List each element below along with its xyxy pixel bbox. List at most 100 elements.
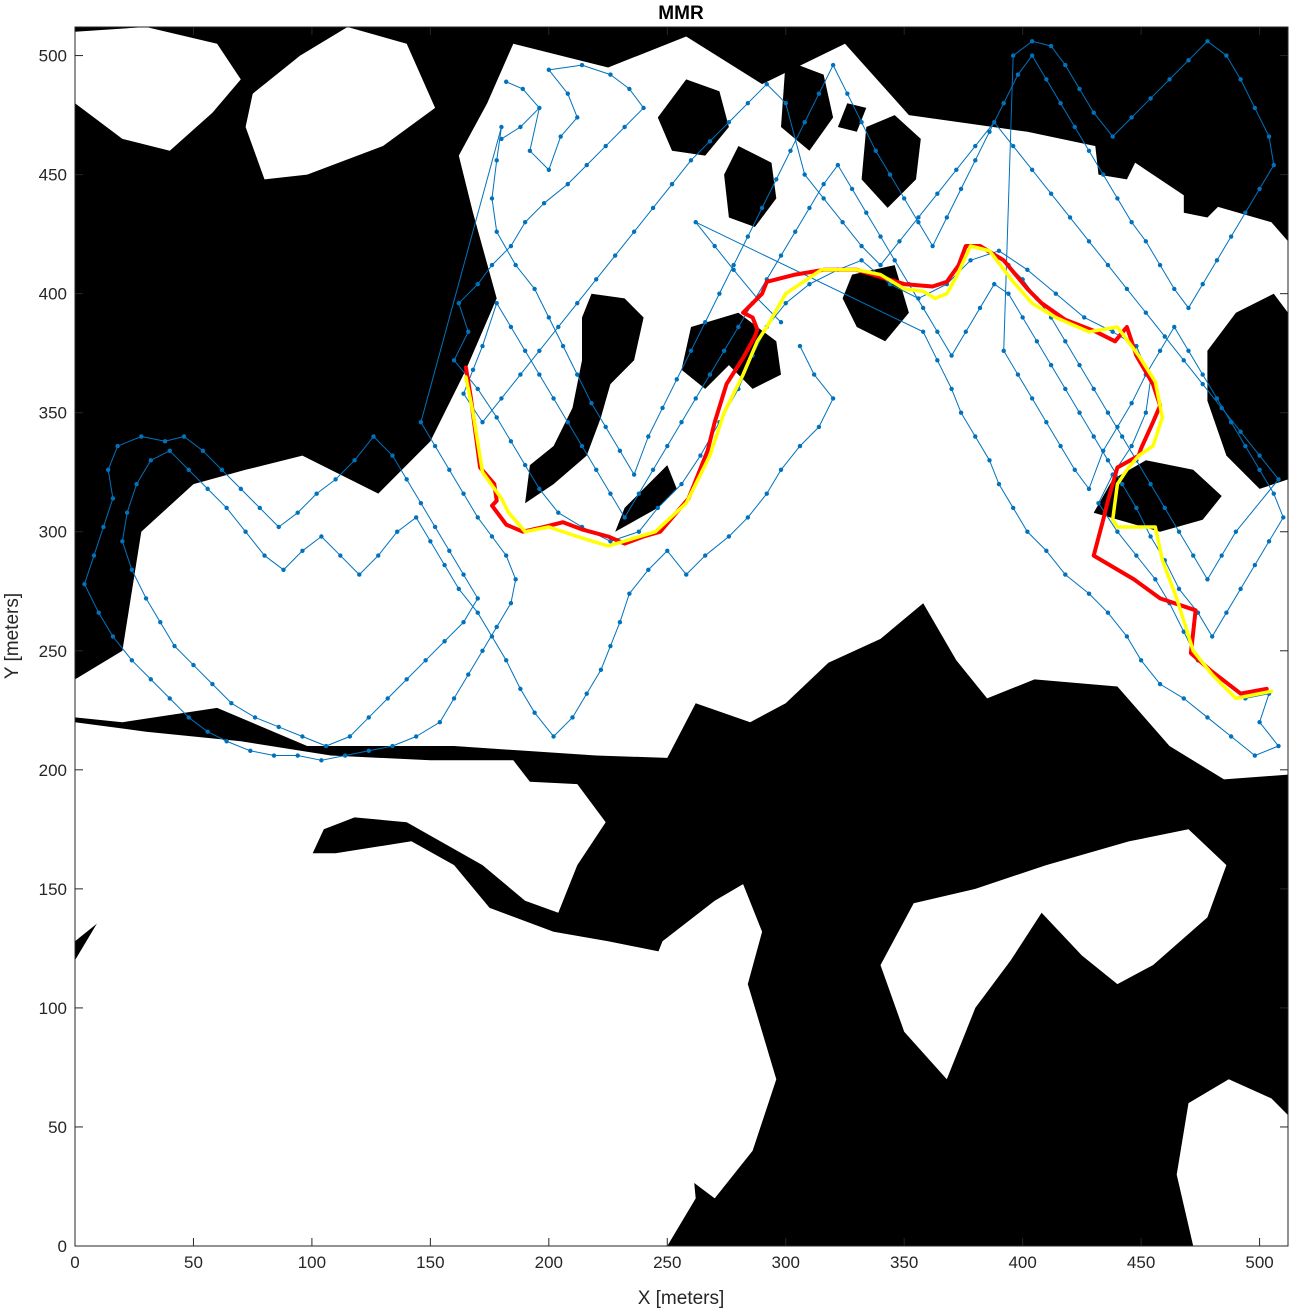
tree-node: [134, 481, 139, 487]
tree-edge: [84, 555, 95, 585]
tree-node: [513, 577, 518, 582]
tree-node: [1063, 572, 1068, 577]
tree-edge: [899, 217, 919, 242]
tree-node: [565, 420, 570, 425]
tree-node: [1115, 424, 1120, 430]
tree-edge: [960, 160, 976, 190]
tree-edge: [903, 198, 919, 223]
x-tick-label: 0: [70, 1253, 79, 1272]
tree-edge: [1268, 517, 1284, 542]
tree-edge: [1131, 374, 1147, 404]
tree-edge: [226, 740, 251, 752]
tree-edge: [567, 93, 578, 118]
tree-node: [693, 396, 698, 401]
tree-edge: [1117, 531, 1137, 556]
tree-edge: [1069, 217, 1090, 242]
tree-edge: [1050, 364, 1066, 390]
tree-edge: [747, 83, 768, 104]
tree-node: [475, 610, 480, 615]
tree-node: [1105, 410, 1111, 415]
tree-node: [702, 553, 708, 558]
tree-edge: [477, 388, 498, 418]
tree-node: [778, 320, 784, 325]
tree-edge: [1164, 507, 1180, 532]
tree-edge: [1145, 241, 1161, 266]
tree-node: [807, 281, 812, 287]
tree-node: [1119, 434, 1125, 439]
tree-edge: [638, 507, 659, 533]
tree-edge: [1159, 264, 1175, 290]
tree-node: [736, 324, 741, 330]
tree-edge: [335, 459, 355, 480]
tree-node: [1167, 77, 1172, 82]
tree-edge: [1169, 59, 1189, 80]
tree-node: [520, 86, 525, 92]
tree-node: [892, 258, 897, 263]
tree-node: [124, 510, 130, 515]
tree-edge: [250, 750, 275, 757]
tree-edge: [595, 469, 611, 494]
tree-node: [167, 448, 172, 453]
tree-edge: [1225, 55, 1242, 80]
tree-edge: [221, 469, 242, 490]
tree-edge: [846, 93, 863, 123]
tree-edge: [302, 536, 322, 552]
x-tick-label: 200: [535, 1253, 563, 1272]
tree-node: [143, 596, 149, 601]
tree-edge: [619, 593, 630, 623]
tree-node: [91, 553, 97, 558]
tree-edge: [1268, 136, 1275, 166]
tree-node: [1276, 743, 1281, 749]
tree-node: [319, 534, 324, 539]
tree-node: [665, 443, 670, 449]
y-tick-label: 100: [39, 999, 67, 1018]
tree-node: [807, 205, 812, 211]
tree-node: [1176, 529, 1182, 534]
tree-node: [1115, 196, 1120, 201]
occupancy-map-free-regions: [75, 27, 1288, 1246]
tree-node: [172, 643, 177, 649]
tree-edge: [107, 445, 119, 471]
y-tick-label: 450: [39, 166, 67, 185]
tree-node: [717, 291, 722, 296]
chart-title: MMR: [658, 3, 704, 24]
tree-node: [1077, 362, 1082, 368]
tree-node: [186, 715, 191, 720]
tree-node: [603, 143, 608, 149]
tree-node: [1044, 77, 1049, 82]
tree-node: [110, 496, 116, 501]
tree-node: [1172, 324, 1177, 330]
tree-node: [973, 158, 978, 163]
tree-node: [499, 124, 504, 130]
tree-node: [1129, 443, 1134, 449]
tree-edge: [1159, 683, 1185, 699]
tree-node: [319, 758, 324, 763]
tree-edge: [591, 402, 607, 428]
tree-edge: [1259, 164, 1275, 190]
tree-edge: [1012, 507, 1028, 532]
tree-edge: [534, 288, 550, 318]
tree-node: [1058, 100, 1063, 106]
tree-node: [541, 200, 547, 206]
tree-edge: [1197, 612, 1213, 637]
tree-node: [475, 596, 480, 601]
tree-edge: [685, 555, 706, 575]
tree-node: [466, 672, 471, 677]
tree-node: [1044, 548, 1049, 553]
tree-node: [224, 739, 229, 744]
tree-edge: [102, 498, 114, 528]
y-tick-label: 200: [39, 761, 67, 780]
tree-node: [1257, 186, 1262, 192]
tree-node: [314, 491, 319, 496]
tree-node: [428, 539, 433, 544]
tree-edge: [302, 736, 327, 747]
tree-edge: [1121, 483, 1137, 509]
tree-edge: [1098, 474, 1114, 504]
tree-edge: [548, 69, 569, 94]
tree-node: [1157, 262, 1163, 268]
tree-node: [1001, 100, 1006, 106]
tree-edge: [1060, 102, 1076, 128]
tree-edge: [1178, 531, 1194, 556]
tree-node: [679, 481, 684, 487]
tree-node: [1238, 429, 1243, 434]
